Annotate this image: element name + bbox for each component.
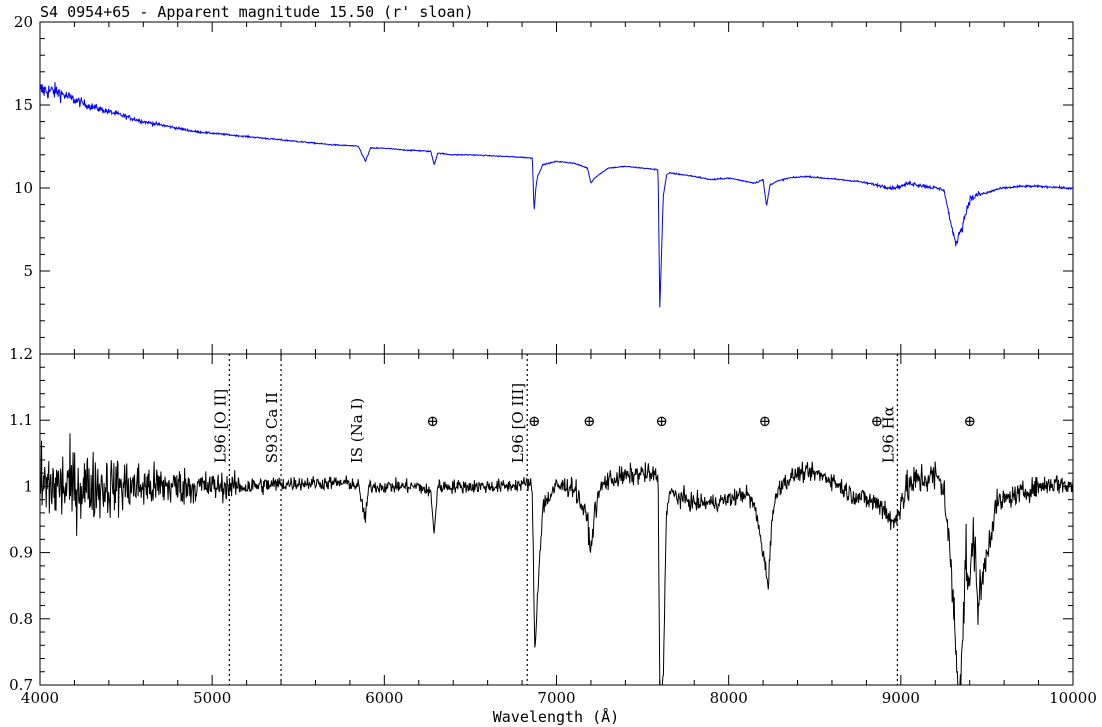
y-tick-label: 0.9 [9, 544, 33, 562]
line-marker-label: L96 Hα [879, 406, 897, 463]
x-tick-labels: 4000 5000 6000 7000 8000 9000 10000 [21, 689, 1097, 707]
telluric-markers: ⊕ ⊕ ⊕ ⊕ ⊕ ⊕ ⊕ [426, 412, 976, 430]
line-marker-label: IS (Na I) [348, 398, 366, 463]
x-tick-label: 10000 [1049, 689, 1097, 707]
telluric-marker: ⊕ [426, 412, 439, 430]
telluric-marker: ⊕ [870, 412, 883, 430]
x-tick-label: 5000 [193, 689, 231, 707]
y-tick-label: 15 [14, 96, 33, 114]
telluric-marker: ⊕ [583, 412, 596, 430]
telluric-marker: ⊕ [655, 412, 668, 430]
bottom-panel-normalized: 0.7 0.8 0.9 1 1.1 1.2 4000 5000 6000 7000 8000 900… [9, 345, 1097, 707]
y-tick-label: 0.7 [9, 676, 33, 694]
chart-title: S4 0954+65 - Apparent magnitude 15.50 (r… [40, 3, 473, 21]
y-tick-label: 1.1 [9, 411, 33, 429]
top-panel-y-tick-labels: 5 10 15 20 [14, 13, 33, 280]
y-tick-label: 10 [14, 179, 33, 197]
top-panel-frame [39, 21, 1074, 355]
bottom-panel-y-tick-labels: 0.7 0.8 0.9 1 1.1 1.2 [9, 345, 33, 694]
x-tick-label: 6000 [365, 689, 403, 707]
telluric-marker: ⊕ [963, 412, 976, 430]
x-tick-label: 9000 [882, 689, 920, 707]
line-marker-label: S93 Ca II [263, 392, 281, 463]
line-marker-label: L96 [O II] [211, 389, 229, 463]
x-tick-label: 8000 [710, 689, 748, 707]
telluric-marker: ⊕ [759, 412, 772, 430]
y-tick-label: 20 [14, 13, 33, 31]
y-tick-label: 1.2 [9, 345, 33, 363]
line-identifications: L96 [O II] S93 Ca II IS (Na I) L96 [O III] L… [211, 354, 898, 685]
telluric-marker: ⊕ [528, 412, 541, 430]
series-flux-line [39, 82, 1074, 308]
bottom-panel-ticks [39, 353, 1074, 686]
x-tick-label: 7000 [537, 689, 575, 707]
y-tick-label: 0.8 [9, 610, 33, 628]
bottom-panel-frame [39, 353, 1074, 686]
y-tick-label: 5 [23, 262, 33, 280]
y-tick-label: 1 [23, 477, 33, 495]
line-marker-label: L96 [O III] [509, 383, 527, 463]
top-panel-flux: 5 10 15 20 [14, 13, 1074, 355]
x-axis-label: Wavelength (Å) [493, 707, 619, 726]
series-normalized-line [39, 433, 1074, 686]
top-panel-ticks [39, 21, 1074, 355]
x-tick-label: 4000 [21, 689, 59, 707]
